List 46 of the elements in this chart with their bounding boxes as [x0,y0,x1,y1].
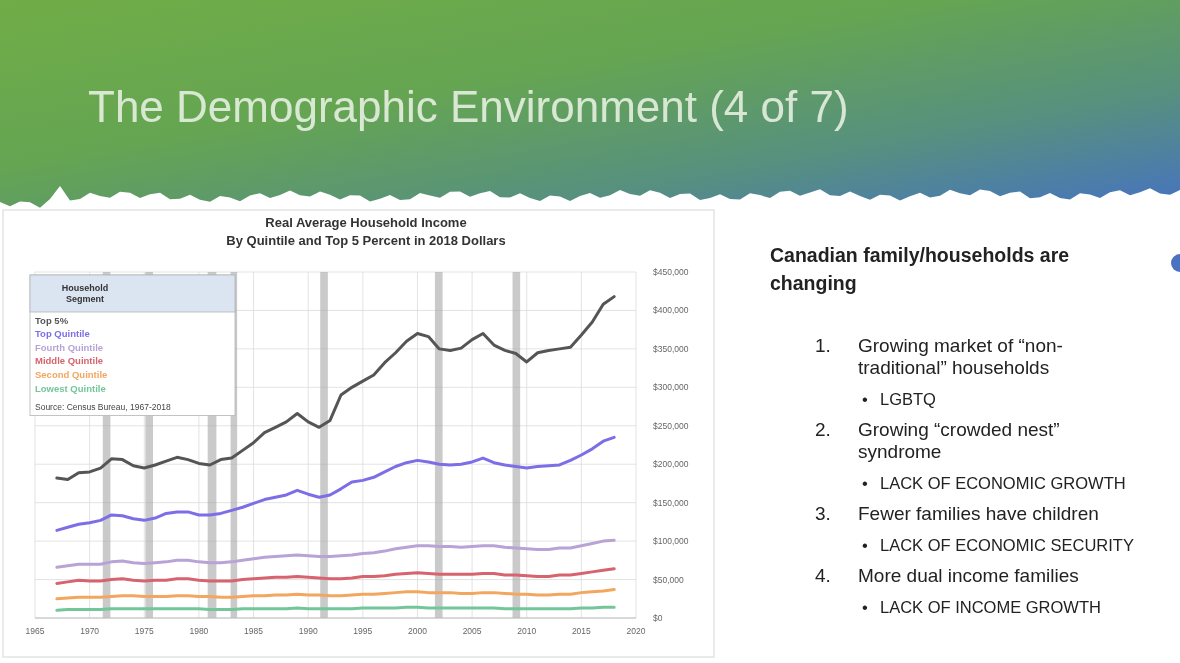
legend-title: Household Segment [61,283,109,304]
text: Top 5% [35,314,69,326]
chart-title: Real Average Household Income [265,215,467,230]
text: Middle Quintile [35,355,104,367]
annotation: Source: Census Bureau, 1967-2018 [35,401,171,412]
y-tick-label: $150,000 [653,497,689,508]
x-tick-label: 1995 [353,626,373,636]
x-tick-label: 1985 [244,626,264,636]
text: Canadian family/households are changing [770,244,1070,294]
text: Top Quintile [35,328,90,340]
line-series [55,435,616,532]
text: 4. More dual income families [815,565,1079,586]
y-tick-label: $450,000 [653,267,689,277]
y-tick-label: $350,000 [653,343,689,354]
text: • LGBTQ [862,390,937,408]
line-series [55,588,616,601]
text: 1. Growing market of “non-traditional” households [815,335,1063,378]
y-tick-label: $300,000 [653,382,689,393]
y-tick-label: $400,000 [653,305,689,316]
x-tick-label: 1970 [80,626,100,636]
text: 3. Fewer families have children [815,503,1099,524]
x-tick-label: 2015 [571,626,592,636]
text: Fourth Quintile [35,341,104,353]
text: 2. Growing “crowded nest” syndrome [815,419,1060,462]
text: • LACK OF INCOME GROWTH [862,598,1101,616]
line-series [55,567,616,585]
y-tick-label: $250,000 [653,420,689,431]
y-tick-label: $100,000 [653,536,689,547]
x-tick-label: 1965 [25,626,45,636]
text: Second Quintile [35,369,108,380]
y-tick-label: $200,000 [653,459,689,470]
x-tick-label: 1980 [189,626,209,636]
x-tick-label: 2000 [407,626,428,636]
x-tick-label: 2005 [462,626,482,636]
text: The Demographic Environment (4 of 7) [88,82,849,131]
y-tick-label: $0 [653,613,663,623]
x-tick-label: 2010 [517,626,537,636]
text: • LACK OF ECONOMIC SECURITY [862,536,1134,554]
text: Lowest Quintile [35,382,106,394]
chart-subtitle: By Quintile and Top 5 Percent in 2018 Dollars [226,233,506,248]
line-series [55,538,616,569]
x-tick-label: 1990 [298,626,318,636]
x-tick-label: 1975 [134,626,154,636]
y-tick-label: $50,000 [653,574,684,585]
x-tick-label: 2020 [626,626,646,636]
text: • LACK OF ECONOMIC GROWTH [862,474,1126,492]
